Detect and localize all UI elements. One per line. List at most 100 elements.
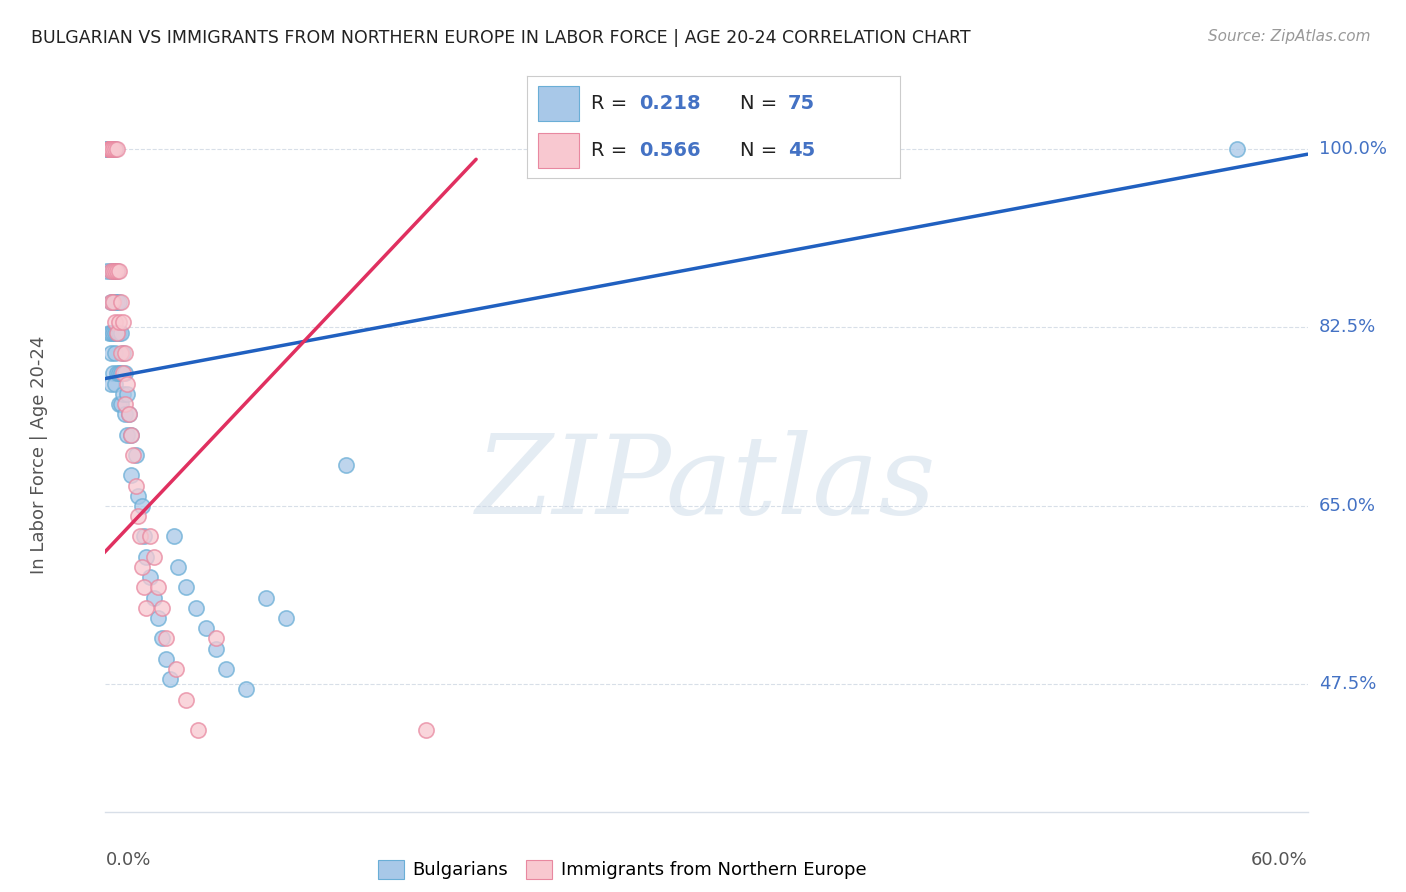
Point [104, 264, 127, 278]
Point [107, 264, 129, 278]
Point [112, 367, 135, 381]
Point [110, 346, 132, 360]
Text: ZIPatlas: ZIPatlas [477, 430, 936, 537]
Point [98, 142, 121, 156]
Point [121, 468, 143, 483]
Point [131, 560, 153, 574]
Point [110, 295, 132, 310]
Point [235, 682, 257, 697]
Point [112, 346, 135, 360]
Point [117, 386, 139, 401]
Text: R =: R = [591, 141, 633, 161]
Point [103, 264, 125, 278]
Point [107, 326, 129, 340]
Point [104, 142, 127, 156]
Point [194, 621, 217, 635]
Point [121, 427, 143, 442]
Point [96, 142, 118, 156]
Point [112, 315, 135, 329]
Point [118, 407, 141, 421]
FancyBboxPatch shape [538, 133, 579, 168]
Point [100, 142, 122, 156]
Point [100, 142, 122, 156]
Point [166, 560, 188, 574]
Point [103, 367, 125, 381]
Point [104, 264, 127, 278]
Point [107, 295, 129, 310]
Point [128, 529, 150, 543]
Text: 100.0%: 100.0% [1319, 140, 1386, 158]
Point [132, 581, 155, 595]
Point [98, 142, 121, 156]
Point [98, 326, 121, 340]
Text: 82.5%: 82.5% [1319, 318, 1376, 336]
Text: Source: ZipAtlas.com: Source: ZipAtlas.com [1208, 29, 1371, 44]
Point [110, 367, 132, 381]
Point [142, 591, 165, 605]
Point [96, 142, 118, 156]
Point [135, 549, 157, 564]
Point [100, 326, 122, 340]
Point [254, 591, 277, 605]
Point [138, 529, 160, 543]
Text: 65.0%: 65.0% [1319, 497, 1375, 515]
Point [155, 632, 177, 646]
Text: 75: 75 [787, 94, 815, 113]
Point [415, 723, 437, 738]
Point [150, 632, 173, 646]
Point [100, 346, 122, 360]
Point [187, 723, 209, 738]
Point [142, 549, 165, 564]
Point [122, 448, 145, 462]
Point [108, 264, 131, 278]
Point [114, 367, 136, 381]
Point [124, 478, 146, 492]
Point [184, 600, 207, 615]
FancyBboxPatch shape [538, 87, 579, 121]
Point [98, 142, 121, 156]
Point [146, 611, 169, 625]
Point [159, 672, 181, 686]
Point [110, 326, 132, 340]
Point [96, 264, 118, 278]
Point [114, 397, 136, 411]
Point [112, 386, 135, 401]
Point [104, 295, 127, 310]
Point [274, 611, 297, 625]
Point [155, 652, 177, 666]
Point [100, 142, 122, 156]
Legend: Bulgarians, Immigrants from Northern Europe: Bulgarians, Immigrants from Northern Eur… [378, 860, 866, 880]
Point [150, 600, 173, 615]
Point [98, 142, 121, 156]
Point [98, 142, 121, 156]
Point [100, 376, 122, 391]
Point [98, 142, 121, 156]
Point [100, 295, 122, 310]
Point [165, 662, 187, 676]
Point [100, 142, 122, 156]
Text: 0.218: 0.218 [640, 94, 700, 113]
Point [162, 529, 184, 543]
Point [146, 581, 169, 595]
Text: BULGARIAN VS IMMIGRANTS FROM NORTHERN EUROPE IN LABOR FORCE | AGE 20-24 CORRELAT: BULGARIAN VS IMMIGRANTS FROM NORTHERN EU… [31, 29, 970, 46]
Point [98, 142, 121, 156]
Point [104, 142, 127, 156]
Point [107, 264, 129, 278]
Point [108, 397, 131, 411]
Point [335, 458, 357, 472]
Point [100, 264, 122, 278]
Point [131, 499, 153, 513]
Point [103, 142, 125, 156]
Point [104, 315, 127, 329]
Point [204, 632, 226, 646]
Point [98, 142, 121, 156]
Text: In Labor Force | Age 20-24: In Labor Force | Age 20-24 [31, 335, 48, 574]
Point [114, 346, 136, 360]
Point [118, 407, 141, 421]
Point [107, 367, 129, 381]
Text: 45: 45 [787, 141, 815, 161]
Point [204, 641, 226, 656]
Text: 0.566: 0.566 [640, 141, 700, 161]
Point [108, 367, 131, 381]
Point [138, 570, 160, 584]
